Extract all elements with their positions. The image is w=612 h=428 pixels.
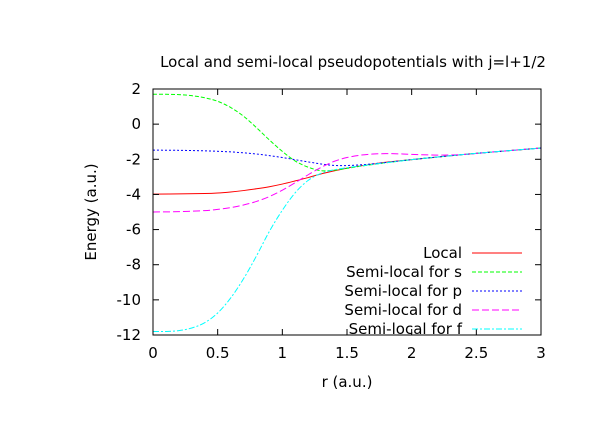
series-line-1 — [152, 93, 542, 172]
legend-label: Semi-local for f — [349, 320, 463, 338]
series-line-0 — [152, 147, 542, 195]
series-line-2 — [152, 147, 542, 167]
y-tick-label: 0 — [131, 115, 141, 133]
x-tick-label: 0.5 — [206, 344, 230, 362]
y-tick-label: 2 — [131, 80, 141, 98]
legend-label: Semi-local for p — [344, 282, 462, 300]
x-tick-label: 1.5 — [335, 344, 359, 362]
plot-area — [152, 93, 542, 333]
chart-title: Local and semi-local pseudopotentials wi… — [160, 53, 546, 71]
y-axis-label: Energy (a.u.) — [82, 163, 100, 260]
x-tick-label: 1 — [278, 344, 288, 362]
legend-label: Local — [423, 244, 462, 262]
y-tick-label: -2 — [126, 150, 141, 168]
legend-label: Semi-local for d — [344, 301, 462, 319]
y-tick-label: -12 — [117, 326, 142, 344]
y-tick-label: -8 — [126, 256, 141, 274]
series-line-3 — [152, 147, 542, 213]
y-tick-label: -10 — [117, 291, 142, 309]
x-tick-label: 2.5 — [464, 344, 488, 362]
x-tick-label: 2 — [407, 344, 417, 362]
axis-ticks: 0 0.5 1 1.5 2 2.5 3 2 0 -2 -4 -6 -8 -10 -12 — [117, 80, 546, 362]
x-tick-label: 3 — [536, 344, 546, 362]
x-tick-label: 0 — [148, 344, 158, 362]
series-line-4 — [152, 147, 542, 333]
y-tick-label: -4 — [126, 185, 141, 203]
y-tick-label: -6 — [126, 221, 141, 239]
x-axis-label: r (a.u.) — [322, 373, 373, 391]
legend-label: Semi-local for s — [346, 263, 462, 281]
